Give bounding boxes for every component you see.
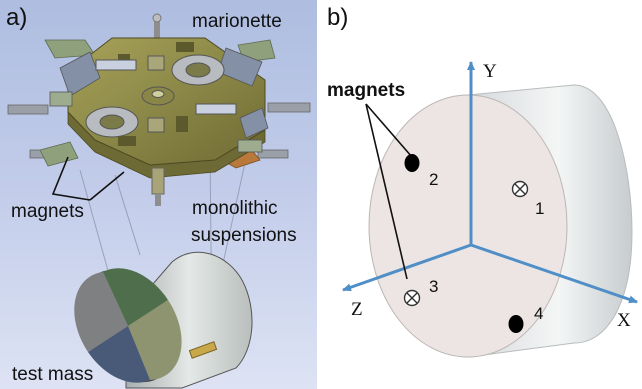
z-axis (342, 243, 472, 292)
suspensions-label-line2: suspensions (191, 225, 297, 246)
magnet-number-2: 2 (429, 170, 439, 189)
magnets-label-a: magnets (11, 201, 84, 222)
marionette-label: marionette (192, 11, 282, 32)
x-axis-label: X (617, 310, 631, 331)
marionette-render-image (0, 0, 317, 389)
magnet-number-1: 1 (535, 199, 545, 218)
test-mass-label: test mass (12, 364, 94, 385)
panel-b-magnet-diagram: b) magnets Y X Z 1 2 3 4 (319, 0, 642, 389)
panel-b-letter: b) (327, 4, 349, 31)
magnet-number-4: 4 (534, 304, 544, 323)
magnet-2 (404, 154, 420, 172)
magnet-3-cross (403, 289, 421, 307)
y-axis-label: Y (483, 61, 497, 82)
magnet-number-3: 3 (429, 277, 439, 296)
magnet-1-cross (511, 180, 529, 198)
axes (342, 61, 638, 304)
test-mass-cylinder (74, 251, 253, 389)
x-axis (470, 243, 638, 304)
z-axis-label: Z (351, 299, 363, 320)
magnet-4 (508, 315, 524, 333)
suspensions-label-line1: monolithic (192, 198, 278, 219)
panel-a-marionette-render: a) marionette magnets monolithic suspens… (0, 0, 317, 389)
magnet-layout-diagram (342, 61, 638, 358)
magnets-label-b: magnets (327, 80, 406, 101)
panel-a-letter: a) (6, 4, 28, 31)
